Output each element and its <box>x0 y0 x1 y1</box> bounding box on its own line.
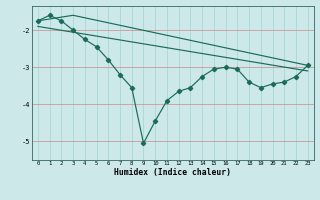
X-axis label: Humidex (Indice chaleur): Humidex (Indice chaleur) <box>114 168 231 177</box>
